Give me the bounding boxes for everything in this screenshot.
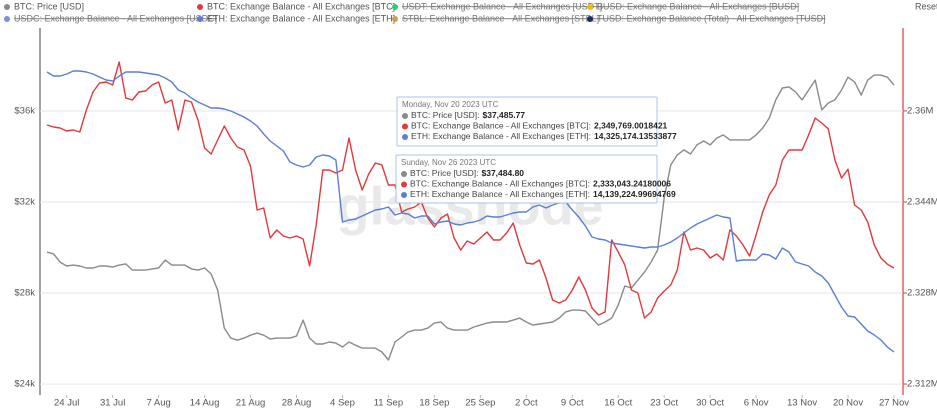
tooltip-row: ETH: Exchange Balance - All Exchanges [E… (411, 131, 677, 141)
tooltip-row: ETH: Exchange Balance - All Exchanges [E… (410, 189, 676, 199)
tooltip-dot (401, 171, 407, 177)
series-line (46, 61, 895, 319)
x-tick-label: 14 Aug (190, 398, 220, 409)
tooltip-row: BTC: Exchange Balance - All Exchanges [B… (411, 121, 668, 131)
x-tick-label: 18 Sep (419, 398, 449, 409)
tooltip-value: $37,484.80 (481, 168, 524, 178)
x-tick-label: 27 Nov (879, 398, 909, 409)
tooltip (395, 154, 658, 204)
tooltip-dot (402, 134, 408, 140)
reset-zoom[interactable]: Reset zoom (915, 1, 937, 11)
y-tick-label: $28k (14, 288, 35, 299)
y2-tick-label: 2.312M (907, 379, 937, 390)
tooltip-value: $37,485.77 (482, 110, 525, 120)
legend-swatch[interactable] (4, 4, 10, 10)
legend-label[interactable]: USDC: Exchange Balance - All Exchanges [… (14, 13, 217, 23)
legend-label[interactable]: BUSD: Exchange Balance - All Exchanges [… (597, 1, 799, 11)
tooltip-label: ETH: Exchange Balance - All Exchanges [E… (410, 189, 590, 199)
legend-swatch[interactable] (197, 16, 203, 22)
legend-swatch[interactable] (392, 4, 398, 10)
legend-label[interactable]: TUSD: Exchange Balance (Total) - All Exc… (597, 13, 826, 23)
y2-tick-label: 2.328M (907, 288, 937, 299)
x-tick-label: 30 Oct (696, 398, 724, 409)
x-tick-label: 21 Aug (236, 398, 266, 409)
tooltip-value: 14,139,224.99694769 (593, 189, 676, 199)
x-tick-label: 24 Jul (54, 398, 79, 409)
legend-swatch[interactable] (587, 4, 593, 10)
tooltip-value: 2,333,043.24180006 (593, 179, 671, 189)
tooltip-dot (401, 181, 407, 188)
legend-swatch[interactable] (197, 4, 203, 10)
y-tick-label: $32k (14, 197, 35, 208)
tooltip-row: BTC: Price [USD]: $37,485.77 (411, 110, 525, 120)
x-tick-label: 7 Aug (146, 398, 170, 409)
tooltip-label: ETH: Exchange Balance - All Exchanges [E… (411, 131, 591, 141)
x-tick-label: 6 Nov (744, 398, 769, 409)
legend-swatch[interactable] (587, 16, 593, 22)
tooltip-date: Sunday, Nov 26 2023 UTC (401, 158, 496, 167)
x-tick-label: 2 Oct (515, 398, 538, 409)
x-tick-label: 16 Oct (604, 398, 632, 409)
tooltip-row: BTC: Price [USD]: $37,484.80 (410, 168, 524, 178)
x-tick-label: 4 Sep (330, 398, 355, 409)
tooltip-row: BTC: Exchange Balance - All Exchanges [B… (410, 179, 671, 189)
x-tick-label: 13 Nov (787, 398, 817, 409)
tooltip-label: BTC: Price [USD]: (410, 168, 478, 178)
legend-label[interactable]: BTC: Exchange Balance - All Exchanges [B… (207, 1, 395, 11)
y-tick-label: $36k (14, 106, 35, 117)
legend-swatch[interactable] (392, 16, 398, 22)
series-line (46, 74, 895, 361)
legend-label[interactable]: BTC: Price [USD] (14, 1, 84, 11)
tooltip-dot (402, 123, 408, 130)
tooltip-label: BTC: Exchange Balance - All Exchanges [B… (411, 121, 591, 131)
x-tick-label: 20 Nov (833, 398, 863, 409)
series-line (46, 70, 895, 353)
tooltip-label: BTC: Price [USD]: (411, 110, 479, 120)
tooltip-dot (402, 113, 408, 119)
legend-swatch[interactable] (4, 16, 10, 22)
tooltip-value: 2,349,769.0018421 (594, 121, 668, 131)
tooltip-date: Monday, Nov 20 2023 UTC (402, 100, 499, 109)
legend-label[interactable]: USDT: Exchange Balance - All Exchanges [… (402, 1, 602, 11)
tooltip-dot (401, 192, 407, 198)
x-tick-label: 28 Aug (282, 398, 312, 409)
y2-tick-label: 2.36M (907, 105, 933, 116)
tooltip-label: BTC: Exchange Balance - All Exchanges [B… (410, 179, 590, 189)
tooltip (396, 96, 658, 147)
x-tick-label: 23 Oct (650, 398, 678, 409)
x-tick-label: 31 Jul (100, 398, 125, 409)
x-tick-label: 11 Sep (374, 398, 403, 409)
y-tick-label: $24k (14, 379, 35, 390)
legend-label[interactable]: ETH: Exchange Balance - All Exchanges [E… (207, 13, 395, 23)
legend-label[interactable]: STBL: Exchange Balance - All Exchanges [… (402, 13, 599, 23)
tooltip-value: 14,325,174.13533877 (594, 131, 677, 141)
y2-tick-label: 2.344M (907, 196, 937, 207)
x-tick-label: 9 Oct (561, 398, 584, 409)
x-tick-label: 25 Sep (465, 398, 495, 409)
